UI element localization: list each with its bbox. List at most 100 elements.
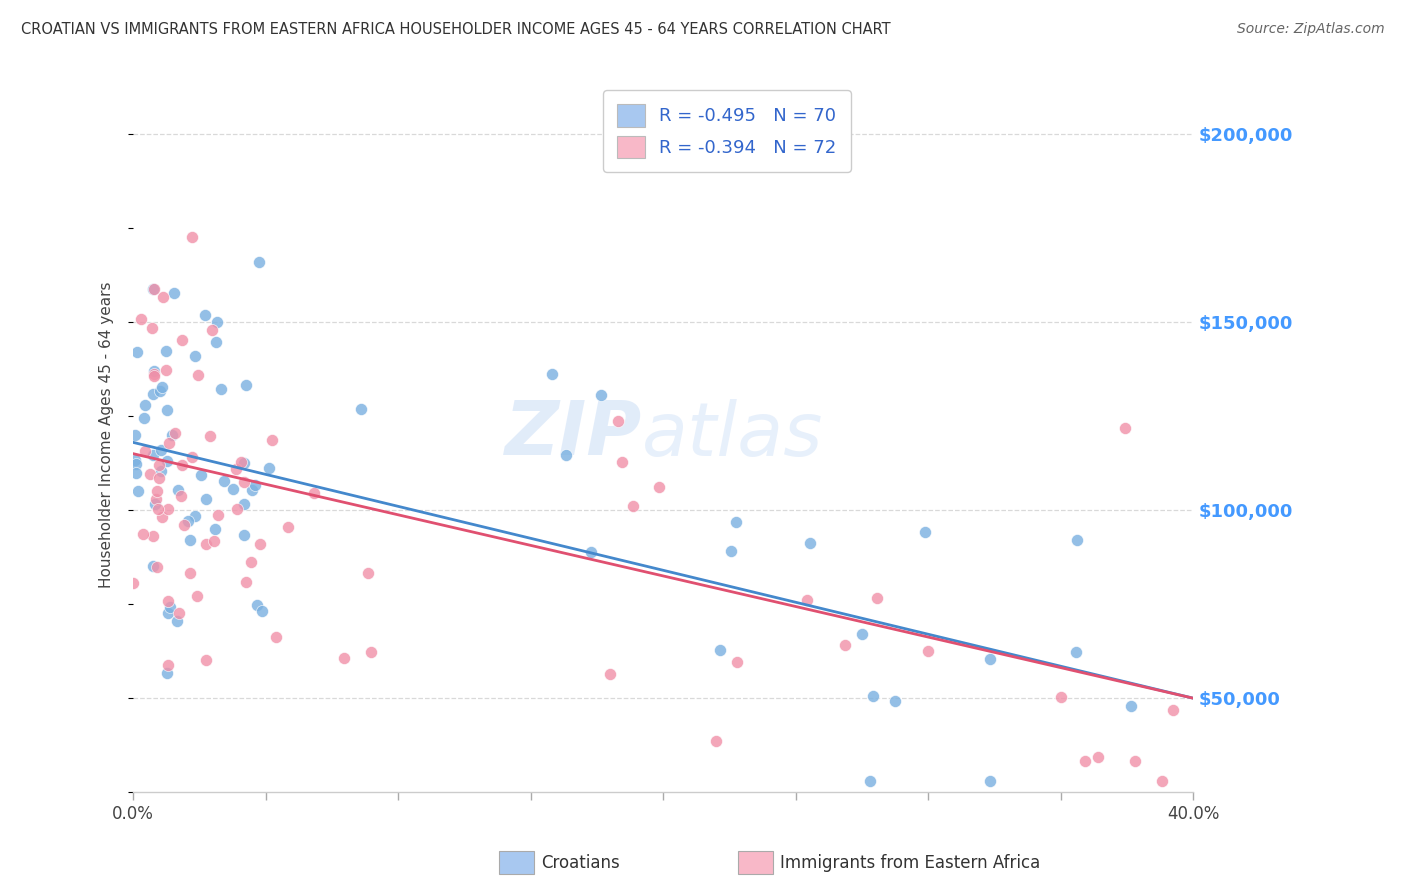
Point	[235, 378, 257, 392]
Point	[163, 286, 186, 301]
Point	[122, 575, 145, 590]
Point	[205, 315, 228, 329]
Point	[156, 402, 179, 417]
Text: CROATIAN VS IMMIGRANTS FROM EASTERN AFRICA HOUSEHOLDER INCOME AGES 45 - 64 YEARS: CROATIAN VS IMMIGRANTS FROM EASTERN AFRI…	[21, 22, 891, 37]
Point	[183, 508, 205, 523]
Point	[195, 653, 218, 667]
Point	[979, 774, 1001, 789]
Point	[884, 694, 907, 708]
Point	[172, 458, 194, 472]
Point	[233, 528, 256, 542]
Point	[124, 466, 146, 480]
Point	[149, 384, 172, 399]
Legend: R = -0.495   N = 70, R = -0.394   N = 72: R = -0.495 N = 70, R = -0.394 N = 72	[603, 90, 851, 172]
Point	[150, 510, 173, 524]
Point	[132, 411, 155, 425]
Point	[333, 651, 356, 665]
Point	[138, 467, 160, 481]
Point	[190, 468, 212, 483]
Point	[232, 456, 254, 470]
Point	[591, 388, 613, 402]
Point	[612, 454, 634, 468]
Point	[142, 387, 165, 401]
Point	[233, 475, 256, 490]
Point	[149, 442, 172, 457]
Point	[134, 399, 156, 413]
Point	[1161, 703, 1184, 717]
Point	[156, 657, 179, 672]
Text: Immigrants from Eastern Africa: Immigrants from Eastern Africa	[780, 854, 1040, 871]
Point	[647, 480, 669, 494]
Point	[155, 363, 177, 377]
Point	[834, 638, 856, 652]
Point	[157, 594, 180, 608]
Point	[249, 537, 271, 551]
Point	[146, 560, 169, 574]
Point	[207, 508, 229, 523]
Point	[250, 604, 273, 618]
Point	[198, 429, 221, 443]
Point	[159, 600, 181, 615]
Point	[156, 502, 179, 516]
Point	[127, 483, 149, 498]
Point	[607, 414, 630, 428]
Point	[142, 282, 165, 296]
Point	[917, 644, 939, 658]
Point	[247, 255, 270, 269]
Point	[259, 461, 281, 475]
Point	[152, 290, 174, 304]
Point	[143, 282, 166, 296]
Point	[143, 368, 166, 383]
Point	[145, 491, 167, 506]
Point	[1087, 749, 1109, 764]
Point	[194, 309, 217, 323]
Point	[156, 606, 179, 620]
Text: Source: ZipAtlas.com: Source: ZipAtlas.com	[1237, 22, 1385, 37]
Point	[233, 497, 256, 511]
Point	[725, 515, 748, 529]
Point	[149, 464, 172, 478]
Point	[176, 514, 198, 528]
Text: atlas: atlas	[643, 399, 824, 471]
Point	[245, 478, 267, 492]
Point	[866, 591, 889, 606]
Point	[170, 489, 193, 503]
Point	[277, 520, 299, 534]
Point	[179, 533, 201, 548]
Point	[142, 364, 165, 378]
Point	[162, 428, 184, 442]
Point	[205, 335, 228, 350]
Point	[209, 382, 232, 396]
Point	[167, 606, 190, 620]
Point	[181, 450, 204, 465]
Point	[156, 454, 179, 468]
Point	[150, 380, 173, 394]
Point	[173, 517, 195, 532]
Point	[181, 230, 204, 244]
Point	[541, 367, 564, 381]
Point	[260, 434, 283, 448]
Point	[799, 535, 821, 549]
Point	[134, 443, 156, 458]
Point	[187, 368, 209, 382]
Point	[1121, 698, 1143, 713]
Point	[623, 500, 645, 514]
Point	[862, 690, 884, 704]
Point	[1066, 533, 1088, 548]
Point	[194, 537, 217, 551]
Point	[796, 593, 818, 607]
Point	[914, 524, 936, 539]
Point	[1150, 774, 1173, 789]
Point	[1114, 420, 1136, 434]
Point	[129, 312, 152, 326]
Point	[979, 651, 1001, 665]
Point	[204, 522, 226, 536]
Point	[131, 526, 153, 541]
Point	[1049, 690, 1071, 704]
Point	[201, 323, 224, 337]
Point	[212, 474, 235, 488]
Point	[124, 453, 146, 467]
Point	[222, 483, 245, 497]
Point	[148, 458, 170, 472]
Point	[170, 333, 193, 347]
